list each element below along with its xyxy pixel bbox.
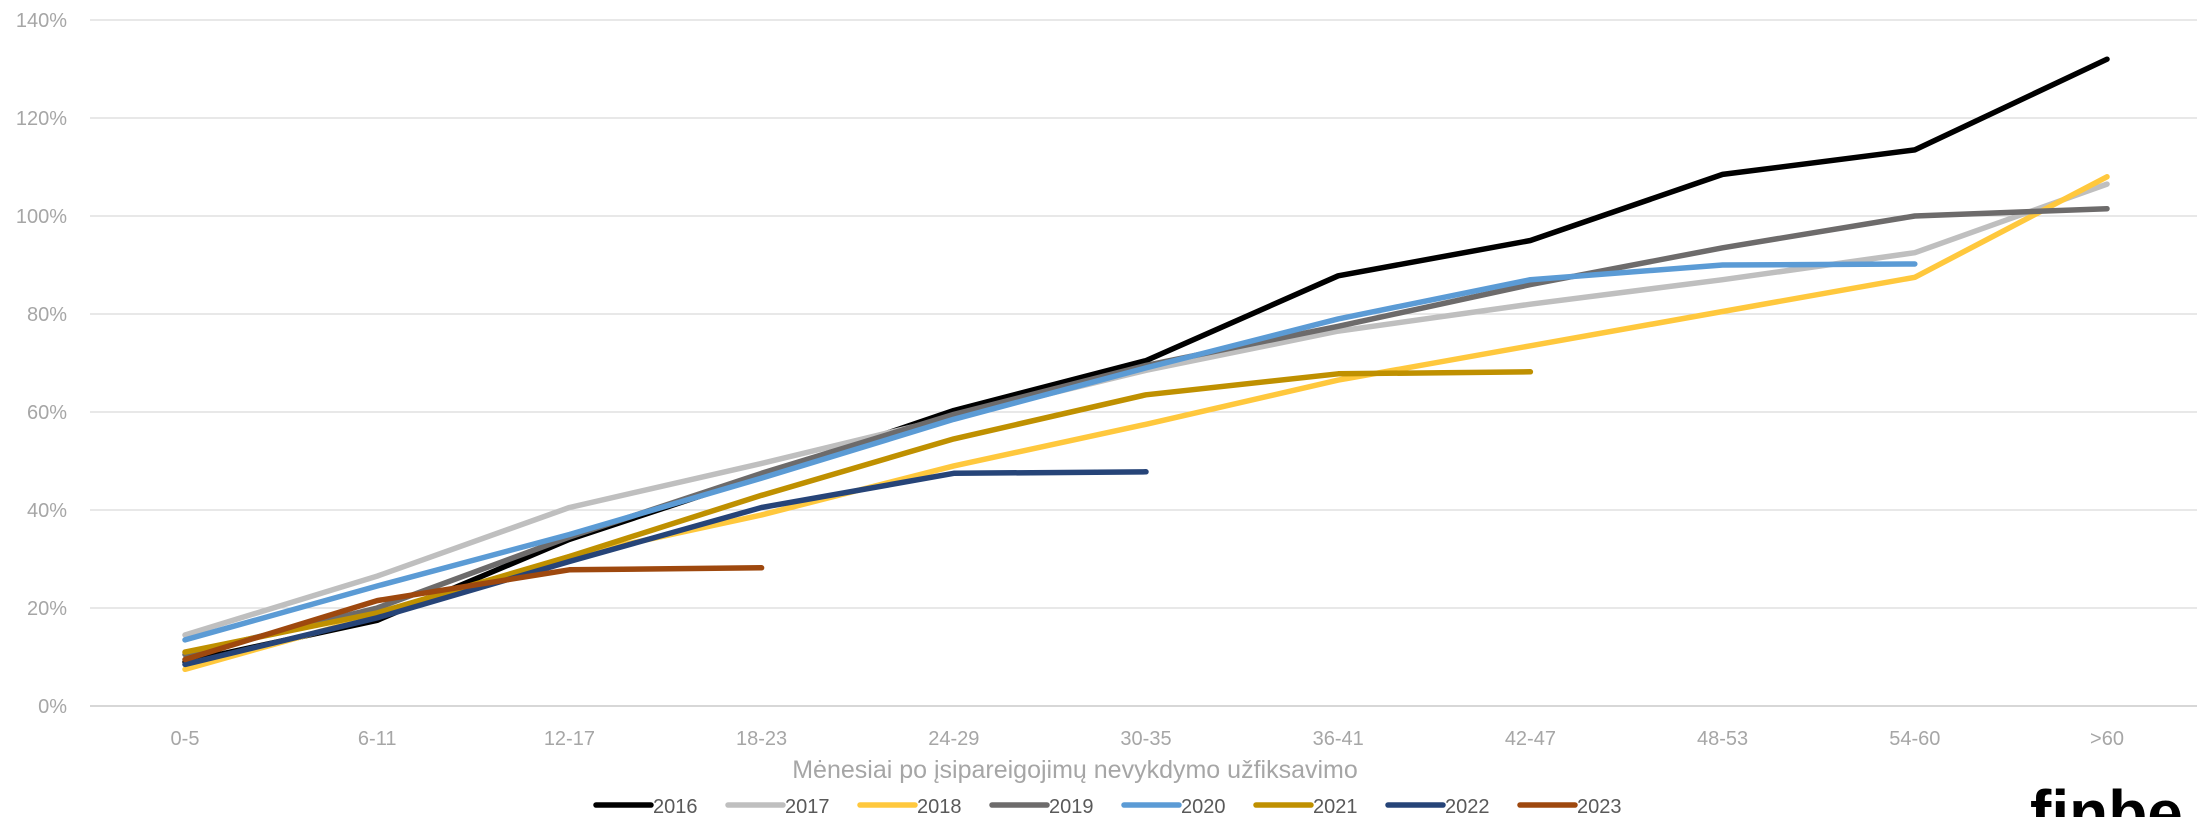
y-tick-label: 80% bbox=[27, 304, 67, 326]
y-tick-label: 20% bbox=[27, 598, 67, 620]
x-tick-label: 12-17 bbox=[544, 728, 595, 750]
x-tick-label: 30-35 bbox=[1120, 728, 1171, 750]
x-tick-label: 18-23 bbox=[736, 728, 787, 750]
y-tick-label: 100% bbox=[16, 206, 67, 228]
x-tick-label: 24-29 bbox=[928, 728, 979, 750]
series-line-2016 bbox=[182, 56, 2110, 665]
legend-label-2022: 2022 bbox=[1445, 796, 1490, 817]
x-tick-label: 48-53 bbox=[1697, 728, 1748, 750]
y-tick-label: 60% bbox=[27, 402, 67, 424]
x-tick-label: 6-11 bbox=[358, 728, 397, 750]
legend-label-2017: 2017 bbox=[785, 796, 830, 817]
y-axis-ticks: 0% 20% 40% 60% 80% 100% 120% 140% bbox=[16, 10, 67, 718]
legend-label-2020: 2020 bbox=[1181, 796, 1226, 817]
x-axis-ticks: 0-5 6-11 12-17 18-23 24-29 30-35 36-41 42-47 48-… bbox=[171, 728, 2124, 750]
y-tick-label: 140% bbox=[16, 10, 67, 32]
x-tick-label: 0-5 bbox=[171, 728, 200, 750]
legend-label-2023: 2023 bbox=[1577, 796, 1622, 817]
y-tick-label: 40% bbox=[27, 500, 67, 522]
series-line-2017 bbox=[182, 181, 2110, 638]
series-line-2018 bbox=[182, 174, 2110, 673]
series-lines bbox=[182, 56, 2110, 673]
gridlines bbox=[90, 19, 2197, 707]
y-tick-label: 120% bbox=[16, 108, 67, 130]
legend-label-2018: 2018 bbox=[917, 796, 962, 817]
series-line-2023 bbox=[182, 565, 765, 663]
x-tick-label: 42-47 bbox=[1505, 728, 1556, 750]
legend-label-2019: 2019 bbox=[1049, 796, 1094, 817]
x-tick-label: 54-60 bbox=[1889, 728, 1940, 750]
legend-label-2021: 2021 bbox=[1313, 796, 1358, 817]
finbee-logo: finbe bbox=[2030, 777, 2183, 817]
legend: 2016 2017 2018 2019 2020 2021 2022 2023 bbox=[593, 796, 1622, 817]
series-line-2022 bbox=[182, 469, 1149, 668]
series-line-2021 bbox=[182, 369, 1534, 655]
series-line-2020 bbox=[182, 261, 1918, 643]
x-tick-label: >60 bbox=[2090, 728, 2124, 750]
y-tick-label: 0% bbox=[38, 696, 67, 718]
legend-label-2016: 2016 bbox=[653, 796, 698, 817]
x-axis-title: Mėnesiai po įsipareigojimų nevykdymo užf… bbox=[792, 756, 1358, 784]
x-tick-label: 36-41 bbox=[1313, 728, 1364, 750]
